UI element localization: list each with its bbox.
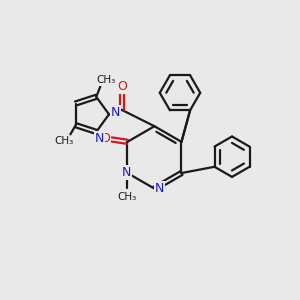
Text: CH₃: CH₃ xyxy=(54,136,73,146)
Text: N: N xyxy=(122,166,131,178)
Text: O: O xyxy=(100,132,110,145)
Text: N: N xyxy=(94,132,104,145)
Text: CH₃: CH₃ xyxy=(118,192,137,202)
Text: N: N xyxy=(111,106,120,119)
Text: CH₃: CH₃ xyxy=(96,75,115,85)
Text: N: N xyxy=(155,182,164,194)
Text: O: O xyxy=(117,80,127,93)
